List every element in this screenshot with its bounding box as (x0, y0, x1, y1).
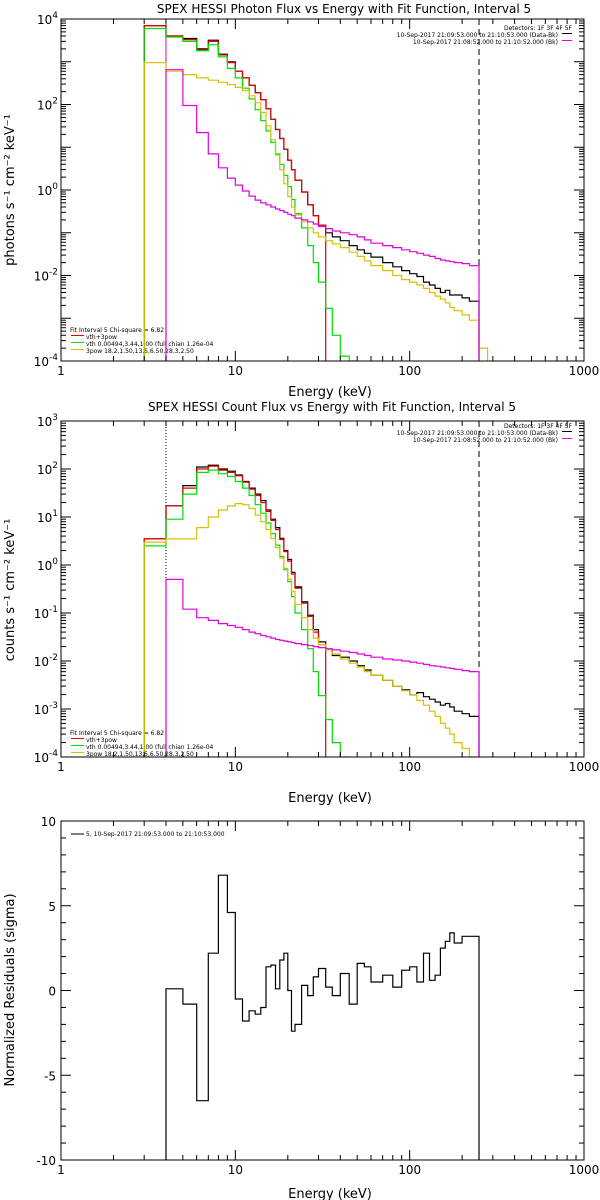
y-tick-label: 10-4 (34, 749, 59, 765)
plot-area (165, 874, 480, 1160)
y-tick-label: 100 (37, 557, 58, 573)
x-axis-label: Energy (keV) (288, 1187, 372, 1200)
x-tick-label: 1000 (569, 760, 600, 774)
legend-fit: Fit Interval 5 Chi-square = 6.82 vth+3po… (70, 327, 214, 355)
photon-flux-panel: SPEX HESSI Photon Flux vs Energy with Fi… (3, 2, 599, 400)
y-tick-label: 10-2 (34, 653, 58, 669)
legend-label: 5, 10-Sep-2017 21:09:53.000 to 21:10:53.… (86, 831, 225, 838)
count-flux-panel: SPEX HESSI Count Flux vs Energy with Fit… (3, 400, 599, 806)
y-axis: 10 5 0 -5 -10 (36, 815, 584, 1168)
y-tick-label: 10-2 (34, 268, 58, 284)
x-tick-label: 1000 (569, 364, 600, 378)
plot-frame (60, 420, 585, 758)
y-tick-label: 101 (37, 509, 58, 525)
legend-fit-total: vth+3pow (86, 737, 117, 744)
legend-detectors: Detectors: 1F 3F 4F 5F 10-Sep-2017 21:09… (397, 423, 573, 444)
x-tick-label: 1 (57, 760, 65, 774)
x-tick-label: 100 (398, 1163, 421, 1177)
series-magenta (165, 578, 480, 757)
y-axis: 10-4 10-2 100 102 104 (34, 11, 584, 369)
x-tick-label: 100 (398, 364, 421, 378)
legend-header: Detectors: 1F 3F 4F 5F (504, 423, 573, 430)
y-tick-label: 10-4 (34, 353, 59, 369)
y-tick-label: 104 (37, 11, 58, 27)
x-tick-label: 1 (57, 1163, 65, 1177)
y-tick-label: 100 (37, 182, 58, 198)
x-tick-label: 1000 (569, 1163, 600, 1177)
y-tick-label: 10 (41, 815, 56, 829)
y-axis: 10-4 10-3 10-2 10-1 100 101 102 103 (34, 413, 584, 765)
legend-label-data: 10-Sep-2017 21:09:53.000 to 21:10:53.000… (397, 430, 558, 437)
series-red (143, 465, 327, 757)
series-magenta (165, 69, 480, 361)
plot-area (143, 421, 480, 757)
y-axis-label: counts s⁻¹ cm⁻² keV⁻¹ (3, 519, 18, 662)
legend-label-background: 10-Sep-2017 21:08:52.000 to 21:10:52.000… (413, 39, 558, 46)
x-tick-label: 10 (228, 364, 243, 378)
y-tick-label: 10-1 (34, 605, 58, 621)
x-tick-label: 10 (228, 1163, 243, 1177)
legend-fit-header: Fit Interval 5 Chi-square = 6.82 (70, 327, 164, 334)
series-black (143, 464, 480, 757)
chart-title: SPEX HESSI Count Flux vs Energy with Fit… (148, 400, 516, 414)
series-yellow (143, 503, 479, 757)
series-black (165, 874, 480, 1160)
residuals-panel: Energy (keV) Normalized Residuals (sigma… (3, 815, 599, 1200)
series-black (143, 25, 480, 361)
y-tick-label: -5 (44, 1069, 56, 1083)
y-axis-label: Normalized Residuals (sigma) (3, 893, 18, 1086)
y-tick-label: 102 (37, 97, 58, 113)
legend-fit: Fit Interval 5 Chi-square = 6.82 vth+3po… (70, 730, 214, 758)
x-axis: 1 10 100 1000 (57, 19, 599, 378)
x-tick-label: 1 (57, 364, 65, 378)
plot-area (143, 19, 489, 361)
x-axis-label: Energy (keV) (288, 791, 372, 806)
series-green (143, 469, 350, 757)
y-tick-label: 102 (37, 461, 58, 477)
legend-fit-thermal: vth 0.00494,3.44,1.00 (full chian 1.26e-… (86, 341, 214, 348)
plot-frame (60, 820, 585, 1161)
x-tick-label: 100 (398, 760, 421, 774)
legend-detectors: Detectors: 1F 3F 4F 5F 10-Sep-2017 21:09… (397, 25, 573, 46)
plot-frame (60, 18, 585, 362)
x-axis-label: Energy (keV) (288, 385, 372, 400)
legend-fit-header: Fit Interval 5 Chi-square = 6.82 (70, 730, 164, 737)
y-tick-label: -10 (36, 1154, 56, 1168)
y-tick-label: 5 (48, 900, 56, 914)
legend-fit-total: vth+3pow (86, 334, 117, 341)
legend-residuals: 5, 10-Sep-2017 21:09:53.000 to 21:10:53.… (86, 831, 225, 838)
legend-fit-thermal: vth 0.00494,3.44,1.00 (full chian 1.26e-… (86, 744, 214, 751)
y-tick-label: 10-3 (34, 701, 58, 717)
y-tick-label: 103 (37, 413, 58, 429)
chart-title: SPEX HESSI Photon Flux vs Energy with Fi… (157, 2, 531, 16)
x-axis: 1 10 100 1000 (57, 421, 599, 774)
y-axis-label: photons s⁻¹ cm⁻² keV⁻¹ (3, 114, 18, 266)
x-tick-label: 10 (228, 760, 243, 774)
y-tick-label: 0 (48, 985, 56, 999)
legend-fit-powerlaw: 3pow 18.2,1.50,13.5,6.50,28.3,2.50 (86, 348, 194, 355)
x-axis: 1 10 100 1000 (57, 821, 599, 1177)
legend-fit-powerlaw: 3pow 18.2,1.50,13.5,6.50,28.3,2.50 (86, 751, 194, 758)
legend-header: Detectors: 1F 3F 4F 5F (504, 25, 573, 32)
legend-label-data: 10-Sep-2017 21:09:53.000 to 21:10:53.000… (397, 32, 558, 39)
series-yellow (143, 62, 489, 361)
legend-label-background: 10-Sep-2017 21:08:52.000 to 21:10:52.000… (413, 437, 558, 444)
